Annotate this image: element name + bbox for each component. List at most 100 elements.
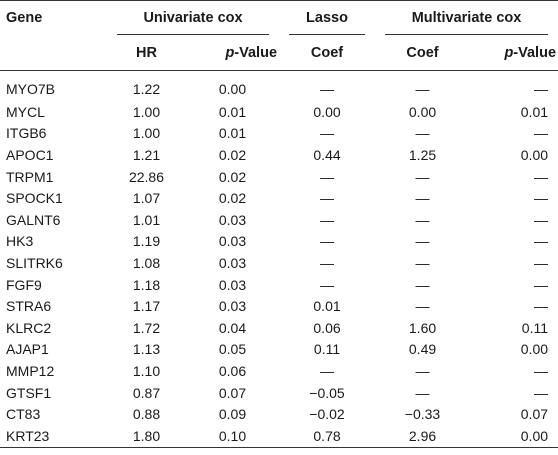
univariate-p-value-cell: 0.06 [218,362,247,379]
lasso-coef-cell: — [320,168,335,185]
univariate-p-value-cell: 0.04 [218,319,247,336]
gene-cell: GALNT6 [6,211,61,228]
multivariate-coef-cell: 1.60 [408,319,437,336]
univariate-p-value-cell: 0.02 [218,168,247,185]
table-row: SPOCK1 1.07 0.02 — — — [0,187,558,209]
multivariate-p-value-cell: — [534,276,549,293]
multivariate-p-value-cell: — [534,254,549,271]
table-row: APOC1 1.21 0.02 0.44 1.25 0.00 [0,144,558,166]
multivariate-coef-cell: — [415,81,430,97]
table-row: GTSF1 0.87 0.07 −0.05 — — [0,382,558,404]
gene-cell: MYO7B [6,81,56,97]
lasso-coef-cell: — [320,190,335,207]
univariate-p-value-cell: 0.00 [218,81,247,97]
table-row: FGF9 1.18 0.03 — — — [0,274,558,296]
gene-cell: STRA6 [6,298,52,315]
gene-cell: ITGB6 [6,125,47,142]
univariate-p-value-cell: 0.03 [218,233,247,250]
table-row: KRT23 1.80 0.10 0.78 2.96 0.00 [0,424,558,448]
gene-cell: SLITRK6 [6,254,63,271]
table-row: KLRC2 1.72 0.04 0.06 1.60 0.11 [0,317,558,339]
multivariate-p-value-cell: 0.07 [520,406,549,423]
gene-cell: SPOCK1 [6,190,63,207]
multivariate-coef-cell: — [415,254,430,271]
univariate-p-value-cell: 0.01 [218,103,247,120]
hr-cell: 0.87 [132,384,161,401]
hr-cell: 1.21 [132,146,161,163]
gene-cell: CT83 [6,406,41,423]
multivariate-coef-cell: 0.49 [408,341,437,358]
lasso-coef-cell: 0.00 [313,103,341,120]
multivariate-p-value-cell: 0.00 [520,146,549,163]
gene-cell: AJAP1 [6,341,49,358]
multivariate-coef-cell: — [415,384,430,401]
multivariate-coef-cell: 2.96 [375,424,471,448]
lasso-coef-header: Coef [279,35,376,71]
multivariate-p-value-cell: 0.00 [470,424,558,448]
gene-cell: GTSF1 [6,384,52,401]
multivariate-p-value-cell: — [534,81,549,97]
p-value-header-univariate: p-Value [186,35,280,71]
multivariate-coef-cell: — [415,276,430,293]
multivariate-p-value-cell: — [534,168,549,185]
multivariate-p-value-cell: 0.00 [520,341,549,358]
lasso-coef-cell: — [320,233,335,250]
multivariate-p-value-cell: — [534,298,549,315]
univariate-cox-label: Univariate cox [143,10,243,26]
multivariate-coef-cell: — [415,125,430,142]
gene-cell: MMP12 [6,362,55,379]
hr-cell: 1.01 [132,211,161,228]
univariate-p-value-cell: 0.10 [186,424,280,448]
lasso-coef-cell: −0.02 [309,406,345,423]
lasso-coef-cell: 0.78 [279,424,376,448]
multivariate-coef-cell: — [415,362,430,379]
table-row: ITGB6 1.00 0.01 — — — [0,123,558,145]
univariate-p-value-cell: 0.01 [218,125,247,142]
hr-cell: 1.00 [132,125,161,142]
header-row-groups: Gene Univariate cox Lasso Multivariate c… [0,0,558,36]
univariate-cox-header: Univariate cox [107,1,279,36]
univariate-p-value-cell: 0.02 [218,146,247,163]
table-row: STRA6 1.17 0.03 0.01 — — [0,295,558,317]
multivariate-cox-header: Multivariate cox [375,1,558,36]
gene-cell: APOC1 [6,146,54,163]
lasso-coef-cell: — [320,81,335,97]
gene-cell: KRT23 [0,424,107,448]
hr-cell: 1.08 [132,254,161,271]
multivariate-coef-cell: −0.33 [404,406,441,423]
multivariate-p-value-cell: — [534,125,549,142]
univariate-p-value-cell: 0.09 [218,406,247,423]
multivariate-coef-cell: — [415,298,430,315]
lasso-coef-cell: — [320,211,335,228]
hr-cell: 1.13 [132,341,161,358]
univariate-p-value-cell: 0.03 [218,298,247,315]
table-row: MYO7B 1.22 0.00 — — — [0,71,558,102]
table-body: MYO7B 1.22 0.00 — — — MYCL 1.00 0.01 0.00 0.00 0.01… [0,71,558,448]
hr-cell: 1.07 [132,190,161,207]
p-italic: p [225,44,235,61]
multivariate-coef-cell: — [415,211,430,228]
multivariate-coef-header: Coef [375,35,471,71]
p-value-header-multivariate: p-Value [470,35,558,71]
lasso-coef-cell: — [320,362,335,379]
lasso-coef-cell: — [320,254,335,271]
lasso-coef-cell: 0.06 [313,319,341,336]
gene-cell: TRPM1 [6,168,54,185]
hr-cell: 1.18 [132,276,161,293]
gene-cell: KLRC2 [6,319,52,336]
hr-cell: 0.88 [132,406,161,423]
multivariate-cox-label: Multivariate cox [411,10,522,26]
hr-cell: 22.86 [128,168,165,185]
lasso-coef-cell: 0.44 [313,146,341,163]
lasso-coef-cell: −0.05 [309,384,345,401]
multivariate-coef-cell: 1.25 [408,146,437,163]
multivariate-coef-cell: — [415,190,430,207]
multivariate-p-value-cell: 0.11 [521,319,549,336]
univariate-p-value-cell: 0.02 [218,190,247,207]
table-row: TRPM1 22.86 0.02 — — — [0,166,558,188]
table-row: MMP12 1.10 0.06 — — — [0,360,558,382]
p-italic: p [504,44,514,61]
hr-cell: 1.00 [132,103,161,120]
